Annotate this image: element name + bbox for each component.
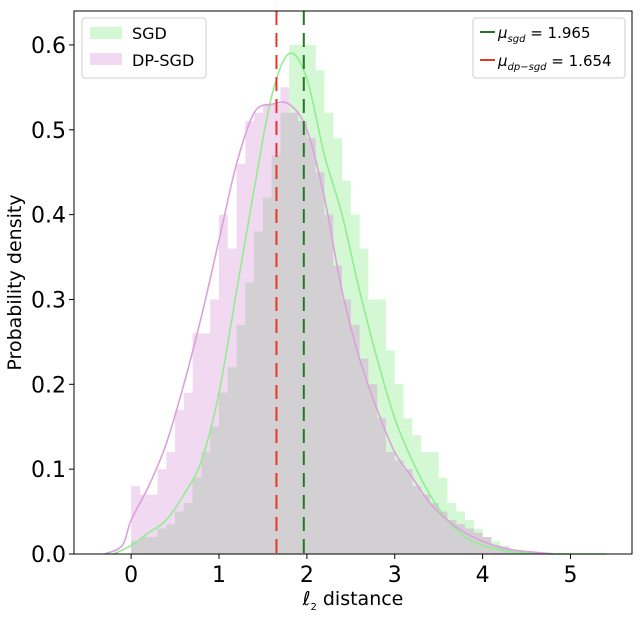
bar-dp-sgd [148,494,158,554]
bar-overlap [254,231,263,554]
x-tick-label: 1 [212,563,226,588]
y-axis-ticks: 0.0 0.1 0.2 0.3 0.4 0.5 0.6 [31,34,74,568]
y-tick-label: 0.5 [31,119,66,144]
bar-overlap [438,511,448,554]
y-tick-label: 0.3 [31,288,66,313]
bar-overlap [465,528,474,554]
bar-overlap [227,367,237,554]
bar-dp-sgd [192,333,202,554]
bar-dp-sgd [175,409,184,554]
bar-overlap [491,545,501,554]
bar-overlap [403,469,413,554]
x-tick-label: 2 [300,563,314,588]
bar-overlap [368,384,378,554]
bar-overlap [166,524,176,554]
bar-overlap [148,537,158,554]
bar-overlap [157,528,167,554]
bar-overlap [262,197,272,554]
bar-overlap [394,460,404,554]
x-axis-label: ℓ2 distance [302,588,404,613]
x-tick-label: 4 [476,563,490,588]
bar-overlap [306,138,316,554]
bar-overlap [218,392,228,554]
legend-label-mu-dp-sgd: μdp−sgd = 1.654 [497,52,612,73]
bar-overlap [131,541,140,554]
legend-swatch-dp-sgd [90,53,122,65]
legend-box [81,17,207,79]
bar-overlap [421,494,430,554]
legend-swatch-sgd [90,27,122,39]
legend-label-mu-sgd: μsgd = 1.965 [497,24,591,45]
bar-overlap [385,452,395,554]
bar-overlap [447,520,457,554]
bar-dp-sgd [218,214,228,554]
bar-overlap [482,537,492,554]
bar-overlap [342,299,351,554]
bar-overlap [236,324,246,554]
bar-dp-sgd [201,333,211,554]
bar-overlap [210,426,219,554]
bar-overlap [359,358,369,554]
legend-label-sgd: SGD [132,24,167,43]
x-tick-label: 5 [563,563,577,588]
legend-series: SGD DP-SGD [81,17,207,79]
bar-dp-sgd [183,392,193,554]
bar-overlap [183,503,193,554]
bar-overlap [315,172,325,554]
kde-line-dp-sgd [104,101,553,555]
y-tick-label: 0.4 [31,204,66,229]
bar-overlap [429,503,439,554]
x-tick-label: 3 [388,563,402,588]
y-axis-label: Probability density [4,194,26,370]
mean-lines [275,11,305,554]
kde-curves [104,52,606,555]
bar-dp-sgd [131,486,140,554]
bar-overlap [350,324,360,554]
bar-overlap [192,477,202,554]
legend-label-dp-sgd: DP-SGD [132,51,194,70]
y-tick-label: 0.2 [31,373,66,398]
bar-dp-sgd [157,469,167,554]
bar-overlap [280,112,290,554]
y-tick-label: 0.0 [31,543,66,568]
bar-overlap [456,524,466,554]
bar-overlap [175,511,184,554]
legend-box [472,17,626,79]
bar-dp-sgd [139,494,149,554]
bar-overlap [245,282,255,554]
bar-overlap [139,537,149,554]
x-tick-label: 0 [124,563,138,588]
bar-overlap [201,452,211,554]
bar-overlap [289,112,299,554]
bar-overlap [298,121,307,554]
y-tick-label: 0.1 [31,458,66,483]
kde-line-sgd [113,52,606,555]
x-axis-ticks: 0 1 2 3 4 5 [124,554,577,588]
legend-means: μsgd = 1.965 μdp−sgd = 1.654 [472,17,626,79]
y-tick-label: 0.6 [31,34,66,59]
bar-overlap [377,418,386,554]
bar-overlap [333,265,343,554]
plot-frame [73,10,633,555]
bar-dp-sgd [166,452,176,554]
bar-overlap [324,214,334,554]
bar-overlap [412,486,422,554]
